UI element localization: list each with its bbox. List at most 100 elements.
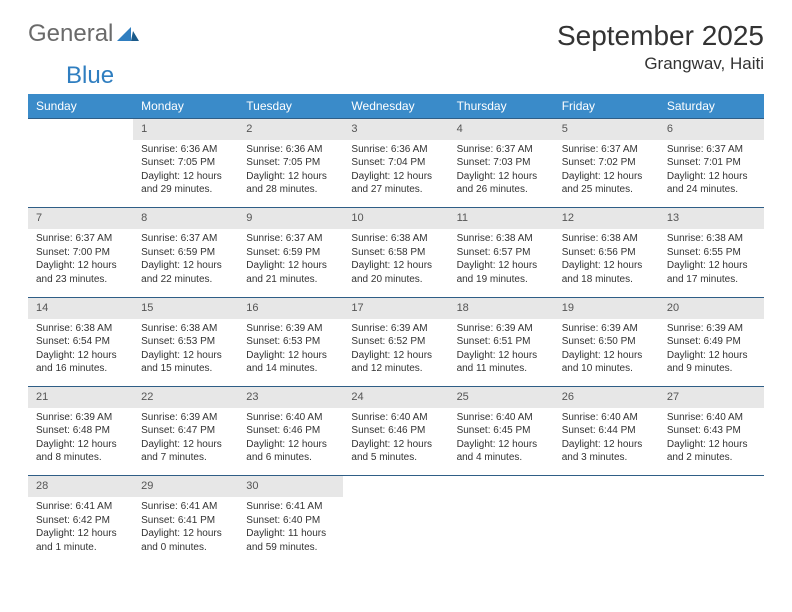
day-info-row: Sunrise: 6:37 AM Sunset: 7:00 PM Daylight:… [28, 229, 764, 297]
day-number-cell: 13 [659, 208, 764, 229]
daylight-text: Daylight: 12 hours and 14 minutes. [246, 349, 335, 376]
daylight-text: Daylight: 12 hours and 9 minutes. [667, 349, 756, 376]
day-number-cell: 28 [28, 476, 133, 497]
day-number-cell: 10 [343, 208, 448, 229]
logo-text-1: General [28, 20, 113, 48]
daylight-text: Daylight: 12 hours and 1 minute. [36, 527, 125, 554]
sunrise-text: Sunrise: 6:38 AM [141, 322, 230, 336]
daylight-text: Daylight: 12 hours and 10 minutes. [562, 349, 651, 376]
day-number-row: 21222324252627 [28, 387, 764, 408]
sunset-text: Sunset: 6:59 PM [141, 246, 230, 260]
sunrise-text: Sunrise: 6:37 AM [562, 143, 651, 157]
sunrise-text: Sunrise: 6:40 AM [457, 411, 546, 425]
sunrise-text: Sunrise: 6:37 AM [246, 232, 335, 246]
daylight-text: Daylight: 12 hours and 8 minutes. [36, 438, 125, 465]
day-number-cell: 30 [238, 476, 343, 497]
sunrise-text: Sunrise: 6:39 AM [457, 322, 546, 336]
day-number-cell: 27 [659, 387, 764, 408]
day-info-cell: Sunrise: 6:39 AMSunset: 6:52 PMDaylight:… [343, 319, 448, 387]
sunrise-text: Sunrise: 6:38 AM [667, 232, 756, 246]
day-number-cell: 23 [238, 387, 343, 408]
day-info-cell: Sunrise: 6:40 AMSunset: 6:44 PMDaylight:… [554, 408, 659, 476]
daylight-text: Daylight: 12 hours and 3 minutes. [562, 438, 651, 465]
sunset-text: Sunset: 7:04 PM [351, 156, 440, 170]
sunrise-text: Sunrise: 6:37 AM [141, 232, 230, 246]
day-info-cell: Sunrise: 6:38 AMSunset: 6:55 PMDaylight:… [659, 229, 764, 297]
sunset-text: Sunset: 7:00 PM [36, 246, 125, 260]
daylight-text: Daylight: 12 hours and 2 minutes. [667, 438, 756, 465]
sunrise-text: Sunrise: 6:37 AM [667, 143, 756, 157]
day-number-cell: 5 [554, 119, 659, 140]
day-number-cell [343, 476, 448, 497]
sunset-text: Sunset: 6:44 PM [562, 424, 651, 438]
day-number-cell: 22 [133, 387, 238, 408]
sunset-text: Sunset: 6:47 PM [141, 424, 230, 438]
day-number-cell: 3 [343, 119, 448, 140]
weekday-header: Wednesday [343, 94, 448, 119]
weekday-header: Sunday [28, 94, 133, 119]
sunset-text: Sunset: 6:51 PM [457, 335, 546, 349]
sunrise-text: Sunrise: 6:40 AM [351, 411, 440, 425]
daylight-text: Daylight: 12 hours and 25 minutes. [562, 170, 651, 197]
sunset-text: Sunset: 6:42 PM [36, 514, 125, 528]
day-info-cell: Sunrise: 6:37 AMSunset: 7:03 PMDaylight:… [449, 140, 554, 208]
day-info-cell: Sunrise: 6:37 AMSunset: 7:00 PMDaylight:… [28, 229, 133, 297]
sunrise-text: Sunrise: 6:39 AM [36, 411, 125, 425]
daylight-text: Daylight: 12 hours and 5 minutes. [351, 438, 440, 465]
day-number-cell: 2 [238, 119, 343, 140]
day-info-cell: Sunrise: 6:36 AMSunset: 7:05 PMDaylight:… [238, 140, 343, 208]
day-info-cell [343, 497, 448, 565]
day-info-row: Sunrise: 6:39 AMSunset: 6:48 PMDaylight:… [28, 408, 764, 476]
day-info-cell: Sunrise: 6:36 AMSunset: 7:04 PMDaylight:… [343, 140, 448, 208]
day-info-cell: Sunrise: 6:41 AMSunset: 6:41 PMDaylight:… [133, 497, 238, 565]
weekday-header: Monday [133, 94, 238, 119]
daylight-text: Daylight: 12 hours and 17 minutes. [667, 259, 756, 286]
sunrise-text: Sunrise: 6:39 AM [141, 411, 230, 425]
sunset-text: Sunset: 6:46 PM [246, 424, 335, 438]
sunrise-text: Sunrise: 6:36 AM [141, 143, 230, 157]
day-info-cell: Sunrise: 6:39 AMSunset: 6:53 PMDaylight:… [238, 319, 343, 387]
sunrise-text: Sunrise: 6:41 AM [36, 500, 125, 514]
sunrise-text: Sunrise: 6:41 AM [141, 500, 230, 514]
day-number-cell: 16 [238, 297, 343, 318]
calendar-table: Sunday Monday Tuesday Wednesday Thursday… [28, 94, 764, 565]
day-info-cell [659, 497, 764, 565]
sunset-text: Sunset: 6:59 PM [246, 246, 335, 260]
daylight-text: Daylight: 12 hours and 19 minutes. [457, 259, 546, 286]
day-number-cell: 7 [28, 208, 133, 229]
sunrise-text: Sunrise: 6:36 AM [246, 143, 335, 157]
day-info-row: Sunrise: 6:36 AMSunset: 7:05 PMDaylight:… [28, 140, 764, 208]
logo: General [28, 20, 139, 48]
logo-mark-icon [117, 20, 139, 48]
sunset-text: Sunset: 6:56 PM [562, 246, 651, 260]
daylight-text: Daylight: 12 hours and 18 minutes. [562, 259, 651, 286]
sunrise-text: Sunrise: 6:40 AM [667, 411, 756, 425]
day-info-cell: Sunrise: 6:37 AMSunset: 6:59 PMDaylight:… [133, 229, 238, 297]
sunset-text: Sunset: 6:49 PM [667, 335, 756, 349]
day-info-cell: Sunrise: 6:36 AMSunset: 7:05 PMDaylight:… [133, 140, 238, 208]
daylight-text: Daylight: 12 hours and 11 minutes. [457, 349, 546, 376]
daylight-text: Daylight: 12 hours and 26 minutes. [457, 170, 546, 197]
day-info-row: Sunrise: 6:41 AMSunset: 6:42 PMDaylight:… [28, 497, 764, 565]
day-number-row: 123456 [28, 119, 764, 140]
sunset-text: Sunset: 6:57 PM [457, 246, 546, 260]
day-info-cell: Sunrise: 6:39 AMSunset: 6:51 PMDaylight:… [449, 319, 554, 387]
sunrise-text: Sunrise: 6:39 AM [351, 322, 440, 336]
day-number-cell: 12 [554, 208, 659, 229]
day-number-cell [554, 476, 659, 497]
day-number-cell [28, 119, 133, 140]
day-info-cell: Sunrise: 6:37 AMSunset: 7:02 PMDaylight:… [554, 140, 659, 208]
sunset-text: Sunset: 7:05 PM [246, 156, 335, 170]
daylight-text: Daylight: 12 hours and 27 minutes. [351, 170, 440, 197]
sunset-text: Sunset: 6:54 PM [36, 335, 125, 349]
daylight-text: Daylight: 12 hours and 12 minutes. [351, 349, 440, 376]
daylight-text: Daylight: 12 hours and 24 minutes. [667, 170, 756, 197]
sunrise-text: Sunrise: 6:38 AM [36, 322, 125, 336]
daylight-text: Daylight: 12 hours and 20 minutes. [351, 259, 440, 286]
sunset-text: Sunset: 7:02 PM [562, 156, 651, 170]
daylight-text: Daylight: 12 hours and 15 minutes. [141, 349, 230, 376]
daylight-text: Daylight: 11 hours and 59 minutes. [246, 527, 335, 554]
day-number-cell: 18 [449, 297, 554, 318]
sunrise-text: Sunrise: 6:40 AM [246, 411, 335, 425]
day-info-cell: Sunrise: 6:39 AMSunset: 6:48 PMDaylight:… [28, 408, 133, 476]
